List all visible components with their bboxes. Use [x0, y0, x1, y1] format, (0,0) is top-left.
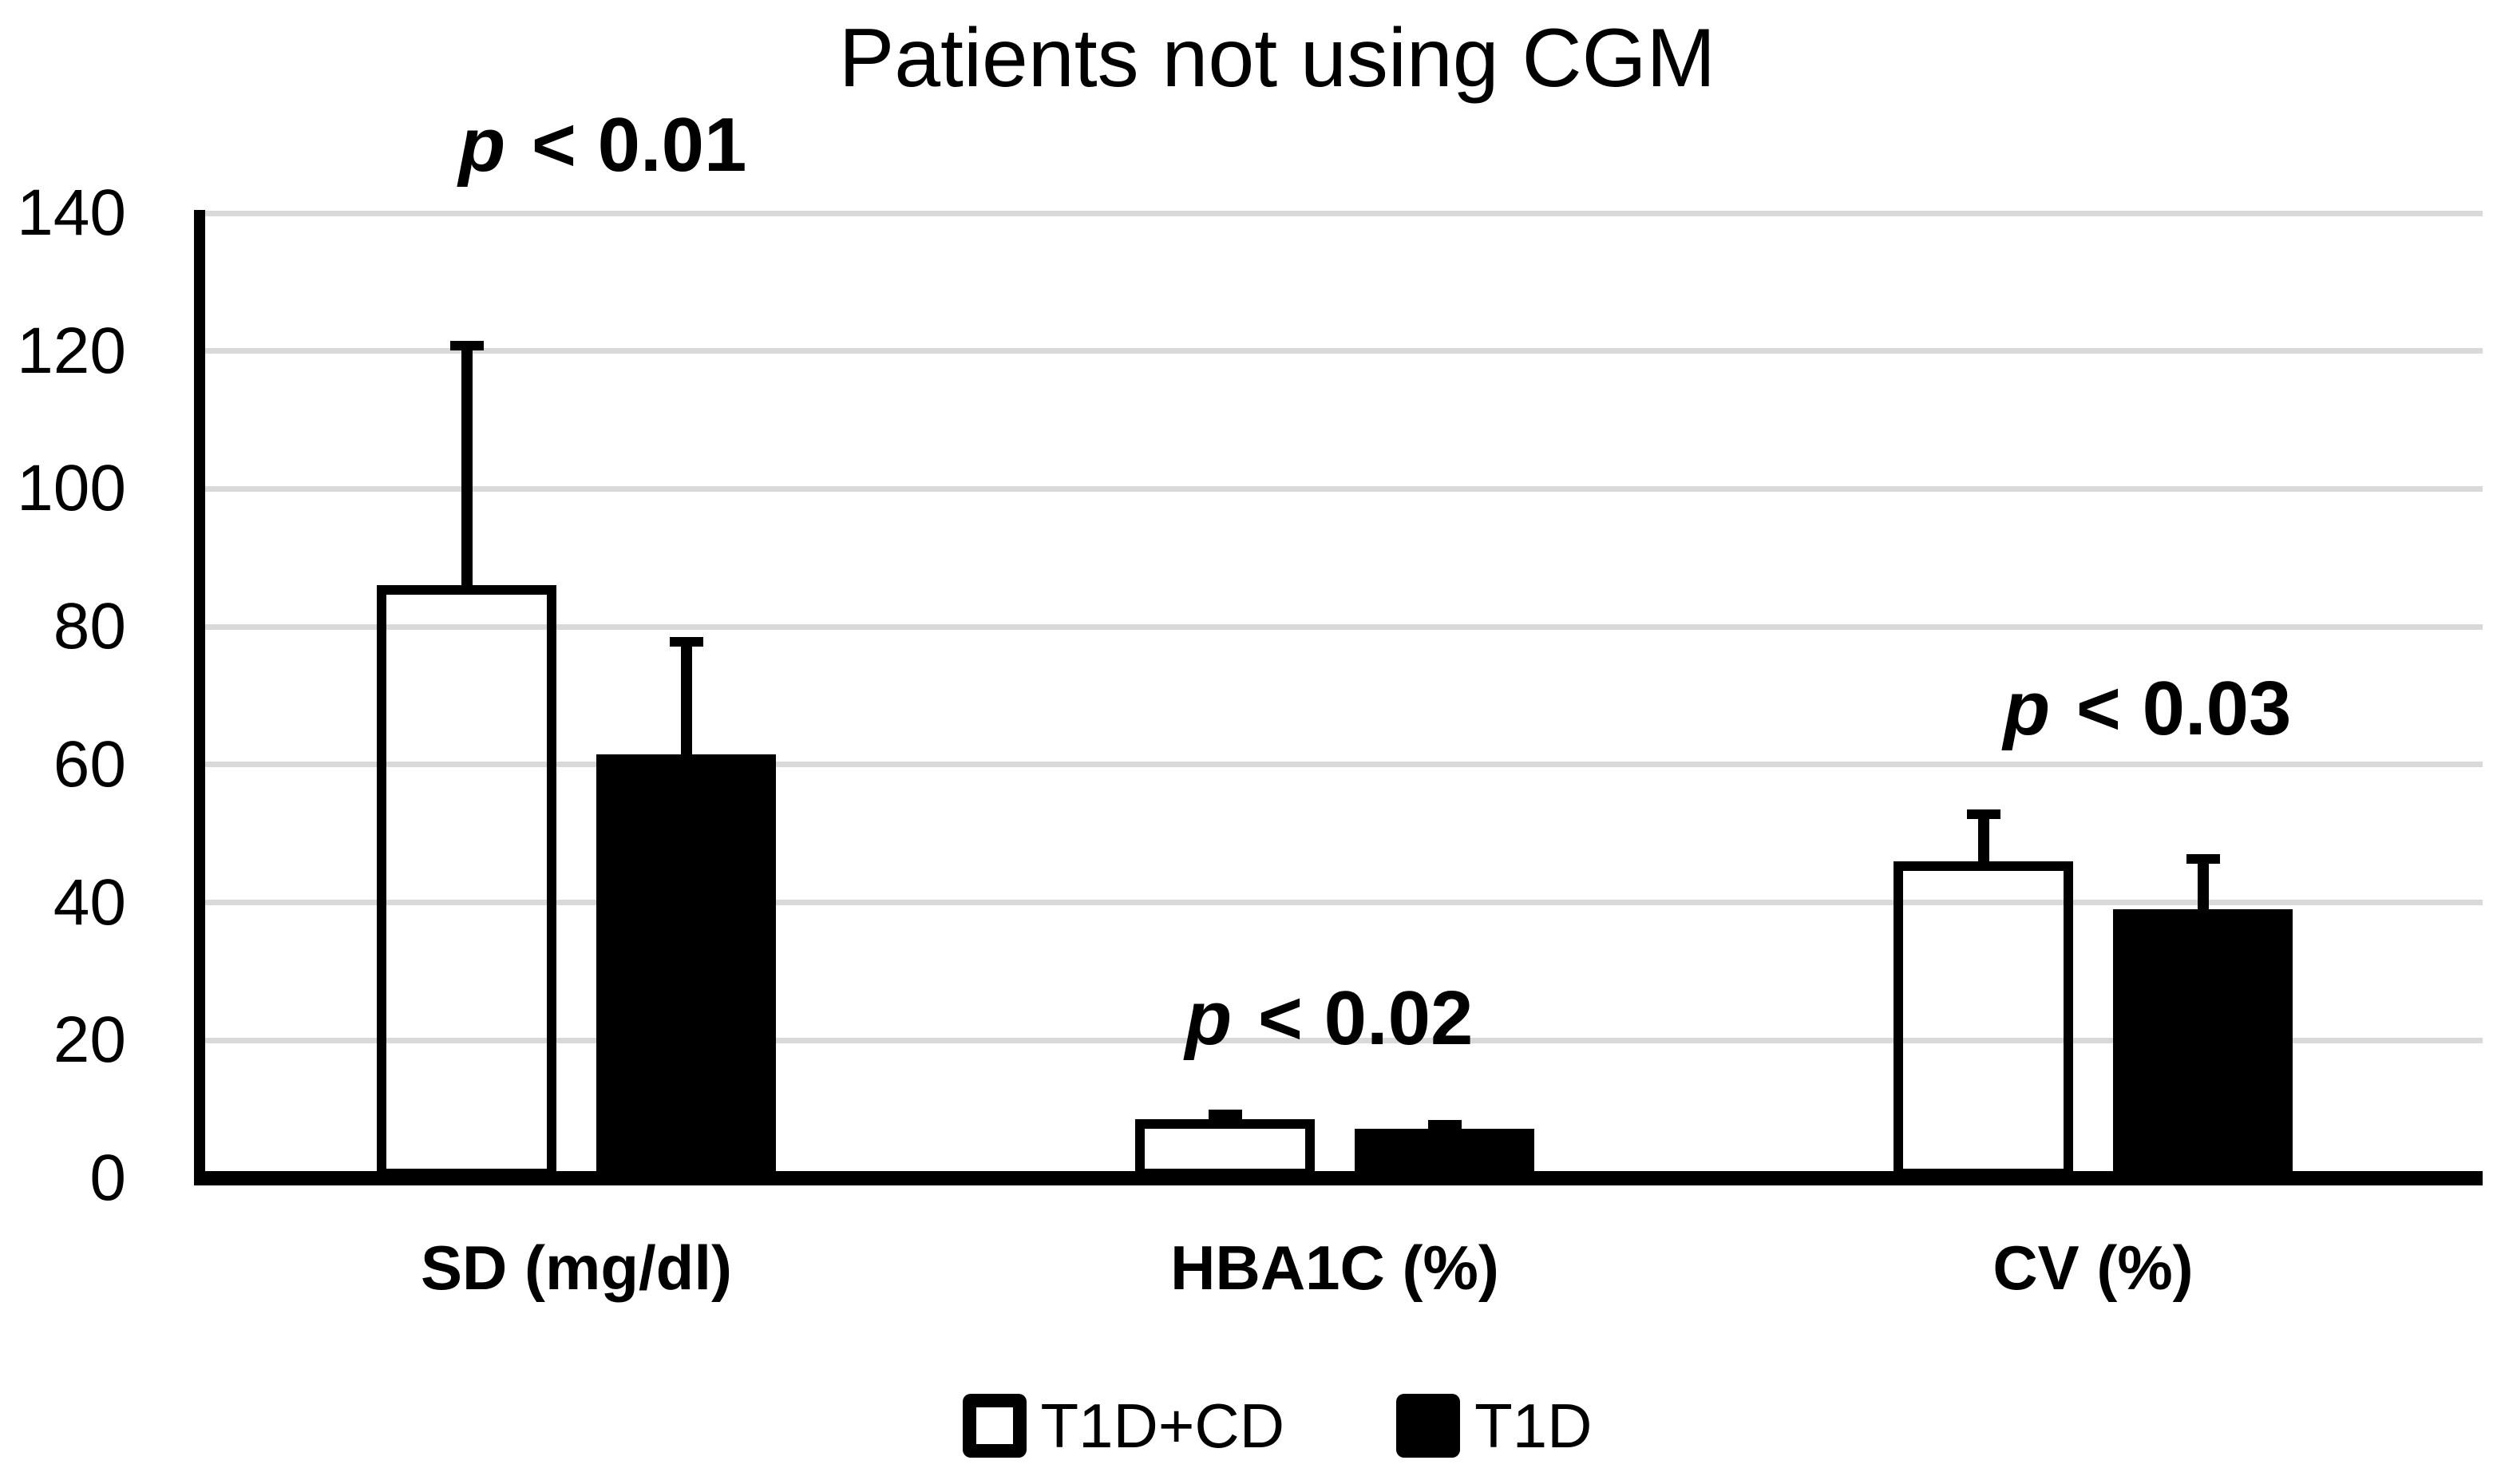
category-label: CV (%) — [1992, 1233, 2194, 1303]
y-axis-tick-label: 100 — [17, 452, 126, 525]
p-value-annotation: p < 0.03 — [1828, 666, 2467, 751]
legend-label: T1D+CD — [1040, 1391, 1285, 1461]
error-bar-cap — [449, 340, 484, 350]
x-axis-line — [194, 1171, 2483, 1185]
y-axis-tick-label: 20 — [53, 1003, 126, 1077]
gridline-y120 — [200, 348, 2483, 354]
error-bar-cap — [2186, 854, 2220, 865]
p-threshold: < 0.02 — [1237, 975, 1474, 1061]
bar-t1d-1 — [1355, 1128, 1534, 1178]
p-symbol: p — [1185, 975, 1233, 1061]
y-axis-tick-label: 60 — [53, 727, 126, 801]
bar-t1d-cd-1 — [1135, 1118, 1315, 1178]
legend-item-t1d: T1D — [1396, 1394, 1592, 1458]
gridline-y40 — [200, 900, 2483, 906]
p-symbol: p — [2003, 666, 2051, 751]
y-axis-tick-label: 0 — [89, 1142, 126, 1214]
error-bar — [680, 637, 692, 754]
error-bar — [2197, 854, 2209, 910]
legend-item-t1d-cd: T1D+CD — [962, 1391, 1285, 1461]
error-bar — [1977, 809, 1989, 861]
gridline-y140 — [200, 210, 2483, 216]
legend-marker-icon — [1396, 1394, 1461, 1458]
error-bar-cap — [669, 637, 703, 647]
y-axis-tick-label: 120 — [17, 314, 126, 387]
gridline-y60 — [200, 762, 2483, 768]
p-threshold: < 0.03 — [2055, 666, 2292, 751]
error-bar-cap — [1427, 1120, 1462, 1130]
legend-marker-icon — [962, 1394, 1027, 1458]
p-symbol: p — [458, 102, 506, 188]
p-value-annotation: p < 0.02 — [1010, 978, 1648, 1059]
category-label: SD (mg/dl) — [421, 1233, 732, 1303]
y-axis-line — [194, 210, 205, 1185]
chart-title: Patients not using CGM — [838, 12, 1716, 105]
y-axis-tick-label: 80 — [53, 590, 126, 663]
error-bar-cap — [1208, 1109, 1242, 1119]
bar-t1d-cd-2 — [1894, 861, 2073, 1178]
error-bar-cap — [1966, 809, 2000, 819]
legend-label: T1D — [1474, 1391, 1593, 1461]
gridline-y80 — [200, 623, 2483, 630]
gridline-y100 — [200, 485, 2483, 492]
p-threshold: < 0.01 — [510, 102, 747, 188]
bar-t1d-2 — [2113, 909, 2293, 1178]
legend: T1D+CD T1D — [32, 1394, 2497, 1458]
error-bar — [461, 340, 473, 586]
category-label: HBA1C (%) — [1170, 1233, 1499, 1303]
p-value-annotation: p < 0.01 — [283, 105, 922, 186]
bar-t1d-cd-0 — [377, 585, 556, 1178]
y-axis-tick-label: 140 — [17, 176, 126, 249]
gridline-y20 — [200, 1037, 2483, 1043]
bar-t1d-0 — [596, 754, 776, 1178]
y-axis-tick-label: 40 — [53, 865, 126, 939]
